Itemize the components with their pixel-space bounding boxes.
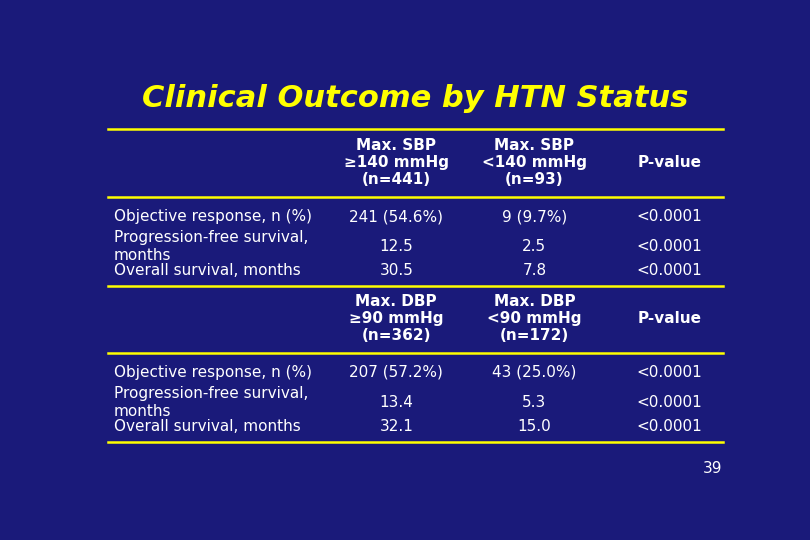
Text: 32.1: 32.1: [379, 419, 413, 434]
Text: Progression-free survival,
months: Progression-free survival, months: [113, 230, 308, 262]
Text: Objective response, n (%): Objective response, n (%): [113, 209, 312, 224]
Text: 43 (25.0%): 43 (25.0%): [492, 365, 577, 380]
Text: <0.0001: <0.0001: [637, 263, 702, 278]
Text: 2.5: 2.5: [522, 239, 547, 254]
Text: Objective response, n (%): Objective response, n (%): [113, 365, 312, 380]
Text: Progression-free survival,
months: Progression-free survival, months: [113, 386, 308, 418]
Text: Max. DBP
<90 mmHg
(n=172): Max. DBP <90 mmHg (n=172): [487, 294, 582, 343]
Text: P-value: P-value: [637, 155, 701, 170]
Text: Clinical Outcome by HTN Status: Clinical Outcome by HTN Status: [142, 84, 688, 112]
Text: Max. DBP
≥90 mmHg
(n=362): Max. DBP ≥90 mmHg (n=362): [349, 294, 444, 343]
Text: <0.0001: <0.0001: [637, 395, 702, 410]
Text: P-value: P-value: [637, 311, 701, 326]
Text: <0.0001: <0.0001: [637, 209, 702, 224]
Text: 5.3: 5.3: [522, 395, 547, 410]
Text: <0.0001: <0.0001: [637, 239, 702, 254]
Text: 241 (54.6%): 241 (54.6%): [349, 209, 443, 224]
Text: 207 (57.2%): 207 (57.2%): [349, 365, 443, 380]
Text: 15.0: 15.0: [518, 419, 552, 434]
Text: <0.0001: <0.0001: [637, 419, 702, 434]
Text: Max. SBP
≥140 mmHg
(n=441): Max. SBP ≥140 mmHg (n=441): [343, 138, 449, 187]
Text: Overall survival, months: Overall survival, months: [113, 263, 301, 278]
Text: Overall survival, months: Overall survival, months: [113, 419, 301, 434]
Text: <0.0001: <0.0001: [637, 365, 702, 380]
Text: 30.5: 30.5: [379, 263, 413, 278]
Text: 39: 39: [703, 462, 723, 476]
Text: 7.8: 7.8: [522, 263, 547, 278]
Text: 9 (9.7%): 9 (9.7%): [501, 209, 567, 224]
Text: 13.4: 13.4: [379, 395, 413, 410]
Text: Max. SBP
<140 mmHg
(n=93): Max. SBP <140 mmHg (n=93): [482, 138, 587, 187]
Text: 12.5: 12.5: [379, 239, 413, 254]
